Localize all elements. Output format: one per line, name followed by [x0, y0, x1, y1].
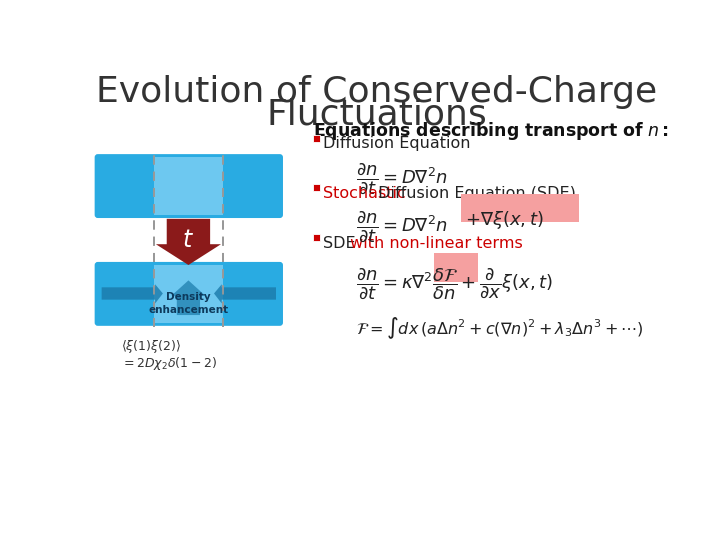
Text: $\dfrac{\partial n}{\partial t} = D\nabla^2 n$: $\dfrac{\partial n}{\partial t} = D\nabl… — [356, 209, 448, 244]
Text: Diffusion Equation: Diffusion Equation — [323, 137, 471, 151]
Bar — [153, 265, 223, 323]
Text: Evolution of Conserved-Charge: Evolution of Conserved-Charge — [96, 75, 657, 109]
Text: $\mathbf{Equations\ describing\ transport\ of}\ \mathit{n}\mathbf{:}$: $\mathbf{Equations\ describing\ transpor… — [313, 120, 670, 142]
Polygon shape — [102, 284, 163, 303]
Bar — [313, 234, 320, 241]
Text: Diffusion Equation (SDE): Diffusion Equation (SDE) — [373, 186, 576, 201]
FancyBboxPatch shape — [462, 194, 579, 222]
Polygon shape — [214, 284, 276, 303]
Bar — [313, 184, 320, 191]
Polygon shape — [171, 280, 205, 315]
Text: $+\nabla\xi(x,t)$: $+\nabla\xi(x,t)$ — [465, 209, 544, 231]
Text: $\langle\xi(1)\xi(2)\rangle$: $\langle\xi(1)\xi(2)\rangle$ — [121, 338, 181, 355]
Text: $\dfrac{\partial n}{\partial t} = \kappa\nabla^2\dfrac{\delta\mathcal{F}}{\delta: $\dfrac{\partial n}{\partial t} = \kappa… — [356, 267, 553, 301]
Text: $= 2D\chi_2\delta(1-2)$: $= 2D\chi_2\delta(1-2)$ — [121, 355, 217, 372]
Text: with non-linear terms: with non-linear terms — [345, 236, 523, 251]
Text: $t$: $t$ — [182, 228, 194, 252]
FancyBboxPatch shape — [434, 253, 477, 282]
Text: $\mathcal{F} = \int dx\,(a\Delta n^2 + c(\nabla n)^2 + \lambda_3\Delta n^3 + \cd: $\mathcal{F} = \int dx\,(a\Delta n^2 + c… — [356, 315, 644, 341]
Text: SDE: SDE — [323, 236, 356, 251]
Text: Fluctuations: Fluctuations — [266, 98, 487, 132]
Bar — [313, 135, 320, 142]
FancyBboxPatch shape — [94, 262, 283, 326]
Text: Density
enhancement: Density enhancement — [148, 292, 228, 315]
Bar — [153, 157, 223, 215]
FancyBboxPatch shape — [94, 154, 283, 218]
Polygon shape — [156, 219, 221, 265]
Text: $\dfrac{\partial n}{\partial t} = D\nabla^2 n$: $\dfrac{\partial n}{\partial t} = D\nabl… — [356, 161, 448, 196]
Text: Stochastic: Stochastic — [323, 186, 406, 201]
